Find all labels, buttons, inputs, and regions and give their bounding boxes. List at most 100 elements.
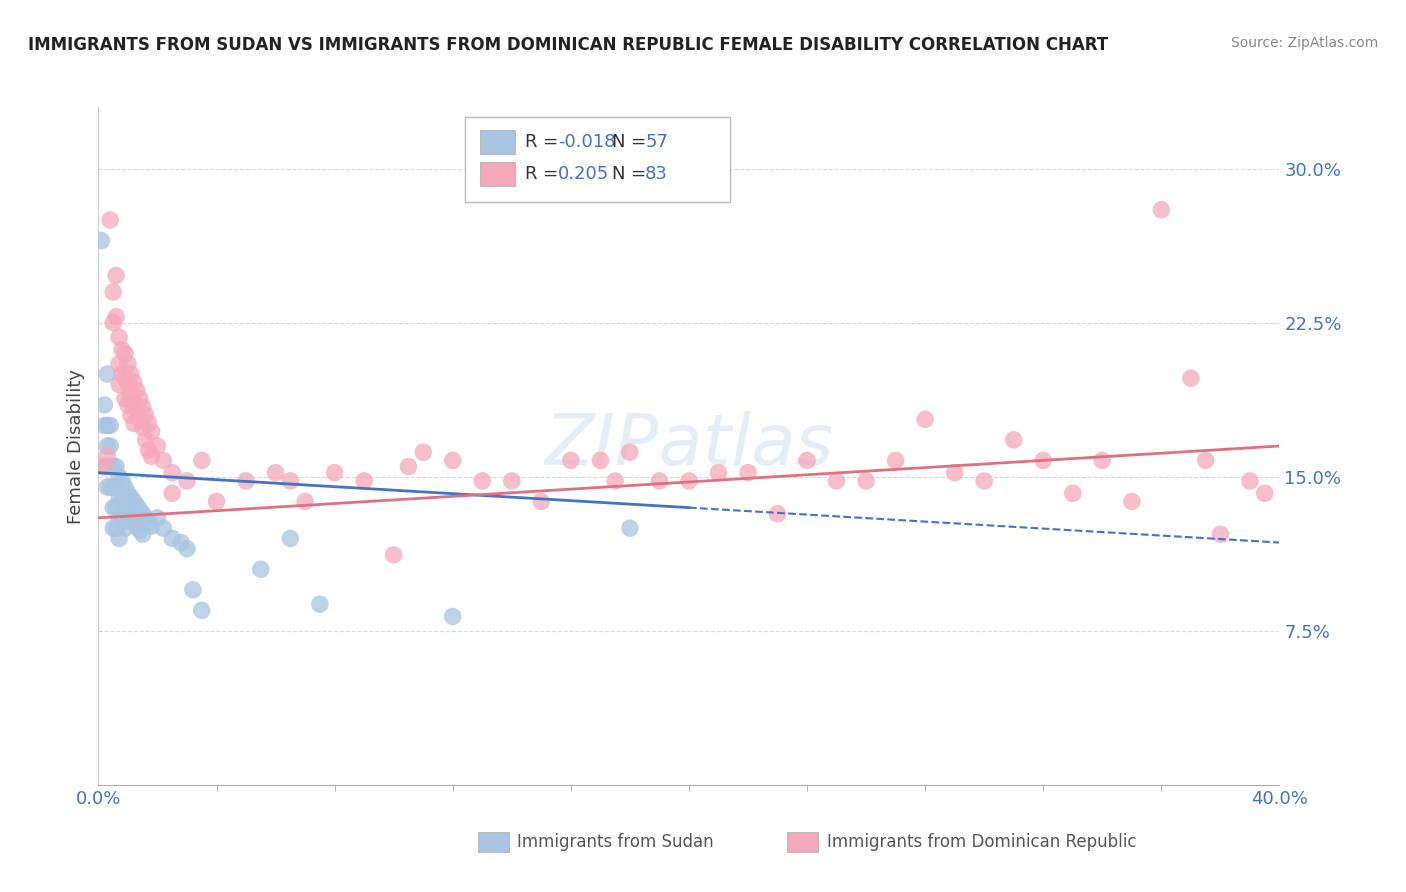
Point: [280, 532, 302, 546]
Point: [141, 450, 163, 464]
Point: [382, 548, 405, 562]
Point: [1254, 486, 1277, 500]
Point: [108, 470, 131, 484]
Text: R =: R =: [524, 165, 564, 183]
Point: [138, 443, 160, 458]
Point: [1062, 486, 1084, 500]
Point: [471, 474, 494, 488]
Point: [323, 466, 346, 480]
Point: [128, 412, 150, 426]
Point: [825, 474, 848, 488]
Point: [105, 268, 128, 283]
Point: [146, 439, 169, 453]
Point: [111, 367, 134, 381]
Point: [441, 609, 464, 624]
Point: [1150, 202, 1173, 217]
Point: [114, 500, 136, 515]
Point: [105, 310, 128, 324]
Point: [98, 213, 121, 227]
Point: [108, 532, 131, 546]
Point: [884, 453, 907, 467]
Point: [135, 433, 157, 447]
Point: [114, 521, 136, 535]
Point: [120, 491, 142, 505]
Point: [96, 439, 118, 453]
Text: Source: ZipAtlas.com: Source: ZipAtlas.com: [1230, 36, 1378, 50]
Point: [914, 412, 936, 426]
Text: ZIPatlas: ZIPatlas: [544, 411, 834, 481]
Point: [108, 491, 131, 505]
Text: -0.018: -0.018: [558, 133, 616, 152]
Text: 57: 57: [645, 133, 668, 152]
Point: [441, 453, 464, 467]
Point: [108, 357, 131, 371]
Point: [138, 515, 160, 529]
Point: [191, 603, 214, 617]
Point: [250, 562, 273, 576]
Text: R =: R =: [524, 133, 564, 152]
Point: [103, 285, 125, 299]
Point: [309, 597, 332, 611]
Point: [1180, 371, 1202, 385]
Point: [117, 486, 139, 500]
Point: [973, 474, 995, 488]
Point: [128, 523, 150, 537]
Point: [122, 494, 145, 508]
Point: [98, 480, 121, 494]
Point: [796, 453, 818, 467]
Point: [398, 459, 420, 474]
Point: [122, 396, 145, 410]
Point: [152, 453, 174, 467]
Point: [605, 474, 627, 488]
Point: [98, 439, 121, 453]
Point: [132, 527, 155, 541]
Point: [128, 392, 150, 406]
Point: [96, 480, 118, 494]
Point: [138, 417, 160, 431]
Point: [111, 515, 134, 529]
Point: [619, 445, 641, 459]
Point: [122, 417, 145, 431]
Point: [560, 453, 582, 467]
Point: [117, 507, 139, 521]
Point: [181, 582, 204, 597]
Point: [125, 384, 148, 398]
Point: [122, 376, 145, 390]
Point: [114, 346, 136, 360]
Point: [152, 521, 174, 535]
Point: [122, 515, 145, 529]
Text: Immigrants from Dominican Republic: Immigrants from Dominican Republic: [827, 833, 1136, 851]
Point: [105, 480, 128, 494]
Point: [103, 459, 125, 474]
Point: [1091, 453, 1114, 467]
Point: [294, 494, 316, 508]
Point: [108, 330, 131, 344]
Point: [125, 499, 148, 513]
Point: [117, 357, 139, 371]
Point: [678, 474, 700, 488]
Point: [162, 532, 183, 546]
Point: [501, 474, 523, 488]
Point: [120, 408, 142, 422]
Point: [1032, 453, 1054, 467]
Point: [1209, 527, 1232, 541]
Point: [108, 511, 131, 525]
Text: N =: N =: [612, 133, 652, 152]
Point: [98, 418, 121, 433]
Point: [93, 418, 115, 433]
Point: [103, 521, 125, 535]
Point: [111, 343, 134, 357]
Point: [132, 400, 155, 414]
Point: [105, 500, 128, 515]
Point: [191, 453, 214, 467]
Point: [93, 459, 115, 474]
Point: [93, 398, 115, 412]
Point: [114, 480, 136, 494]
Point: [619, 521, 641, 535]
Point: [205, 494, 228, 508]
Point: [162, 486, 183, 500]
Point: [96, 450, 118, 464]
Point: [264, 466, 287, 480]
Point: [105, 459, 128, 474]
Point: [132, 420, 155, 434]
